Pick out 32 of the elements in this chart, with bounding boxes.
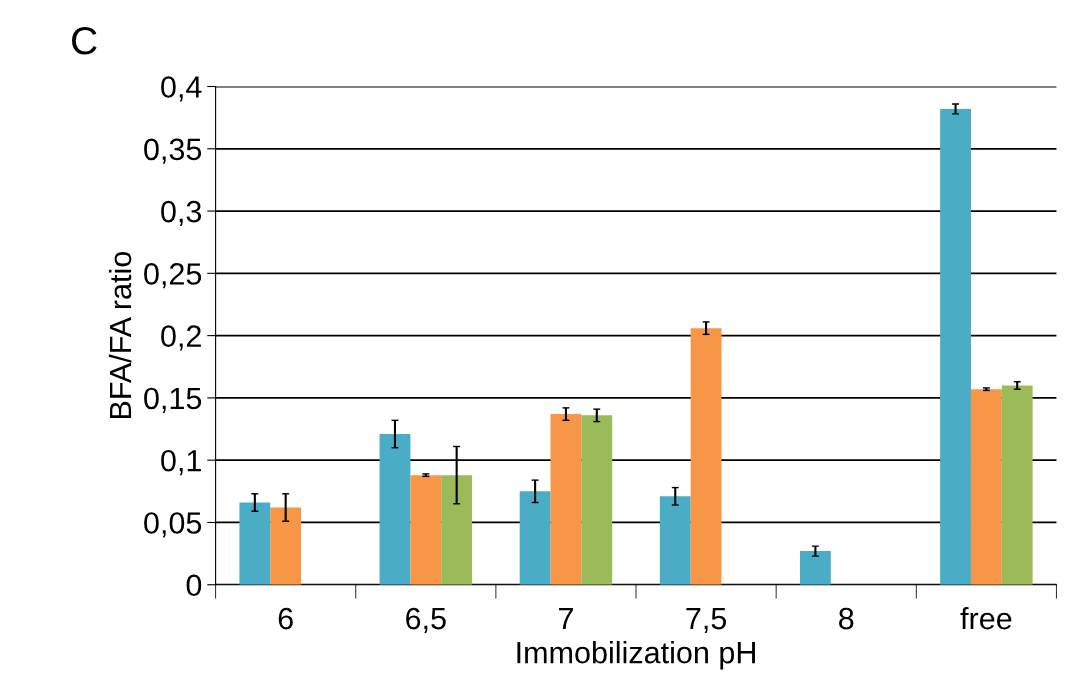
bar xyxy=(581,415,613,585)
bar xyxy=(270,507,302,585)
y-tick-label: 0,05 xyxy=(144,512,202,538)
y-tick-label: 0,25 xyxy=(144,263,202,289)
bar xyxy=(550,414,582,585)
y-axis-title: BFA/FA ratio xyxy=(108,251,132,419)
bar xyxy=(1001,385,1033,585)
x-tick-label: 7 xyxy=(559,608,573,630)
x-tick-label: 8 xyxy=(839,607,854,630)
bar xyxy=(970,389,1002,585)
x-tick-label: free xyxy=(960,607,1012,630)
bar xyxy=(410,475,442,585)
y-tick-label: 0 xyxy=(186,574,202,597)
y-tick-label: 0,2 xyxy=(161,325,201,351)
x-tick-label: 7,5 xyxy=(686,608,727,634)
y-tick-label: 0,4 xyxy=(161,76,202,102)
y-tick-label: 0,3 xyxy=(161,200,202,227)
bar xyxy=(940,108,971,585)
bar xyxy=(379,434,411,585)
bar xyxy=(690,328,722,585)
y-tick-label: 0,15 xyxy=(144,387,202,413)
bar xyxy=(659,496,691,585)
x-tick-label: 6 xyxy=(278,607,293,630)
bar xyxy=(239,502,271,585)
y-tick-label: 0,1 xyxy=(161,449,201,476)
x-tick-label: 6,5 xyxy=(406,607,446,634)
bar xyxy=(799,551,831,585)
x-axis-title: Immobilization pH xyxy=(517,641,755,670)
bar xyxy=(519,491,551,585)
y-tick-label: 0,35 xyxy=(144,138,202,164)
bar xyxy=(441,475,473,585)
text: C xyxy=(72,27,97,55)
